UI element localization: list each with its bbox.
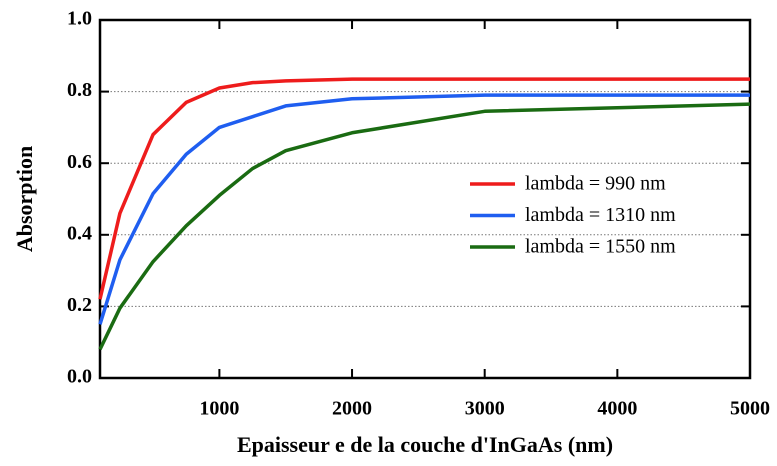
line xyxy=(98,93,750,325)
x-tick-label: 5000 xyxy=(730,398,770,420)
legend-label: lambda = 1550 nm xyxy=(525,236,676,258)
y-tick-label: 0.8 xyxy=(67,79,92,101)
line xyxy=(98,77,750,300)
y-tick-label: 0.4 xyxy=(67,222,92,244)
legend-label: lambda = 990 nm xyxy=(525,173,666,195)
x-tick-label: 1000 xyxy=(199,398,239,420)
legend-label: lambda = 1310 nm xyxy=(525,204,676,226)
x-tick-label: 2000 xyxy=(332,398,372,420)
x-axis-label: Epaisseur e de la couche d'InGaAs (nm) xyxy=(237,432,613,457)
y-tick-label: 0.2 xyxy=(67,294,92,316)
y-tick-label: 0.6 xyxy=(67,151,92,173)
x-tick-label: 4000 xyxy=(597,398,637,420)
y-axis-label: Absorption xyxy=(12,146,37,252)
line xyxy=(98,102,751,351)
y-tick-label: 1.0 xyxy=(67,8,92,30)
y-tick-label: 0.0 xyxy=(67,366,92,388)
plot-frame xyxy=(98,18,752,380)
x-tick-label: 3000 xyxy=(465,398,505,420)
